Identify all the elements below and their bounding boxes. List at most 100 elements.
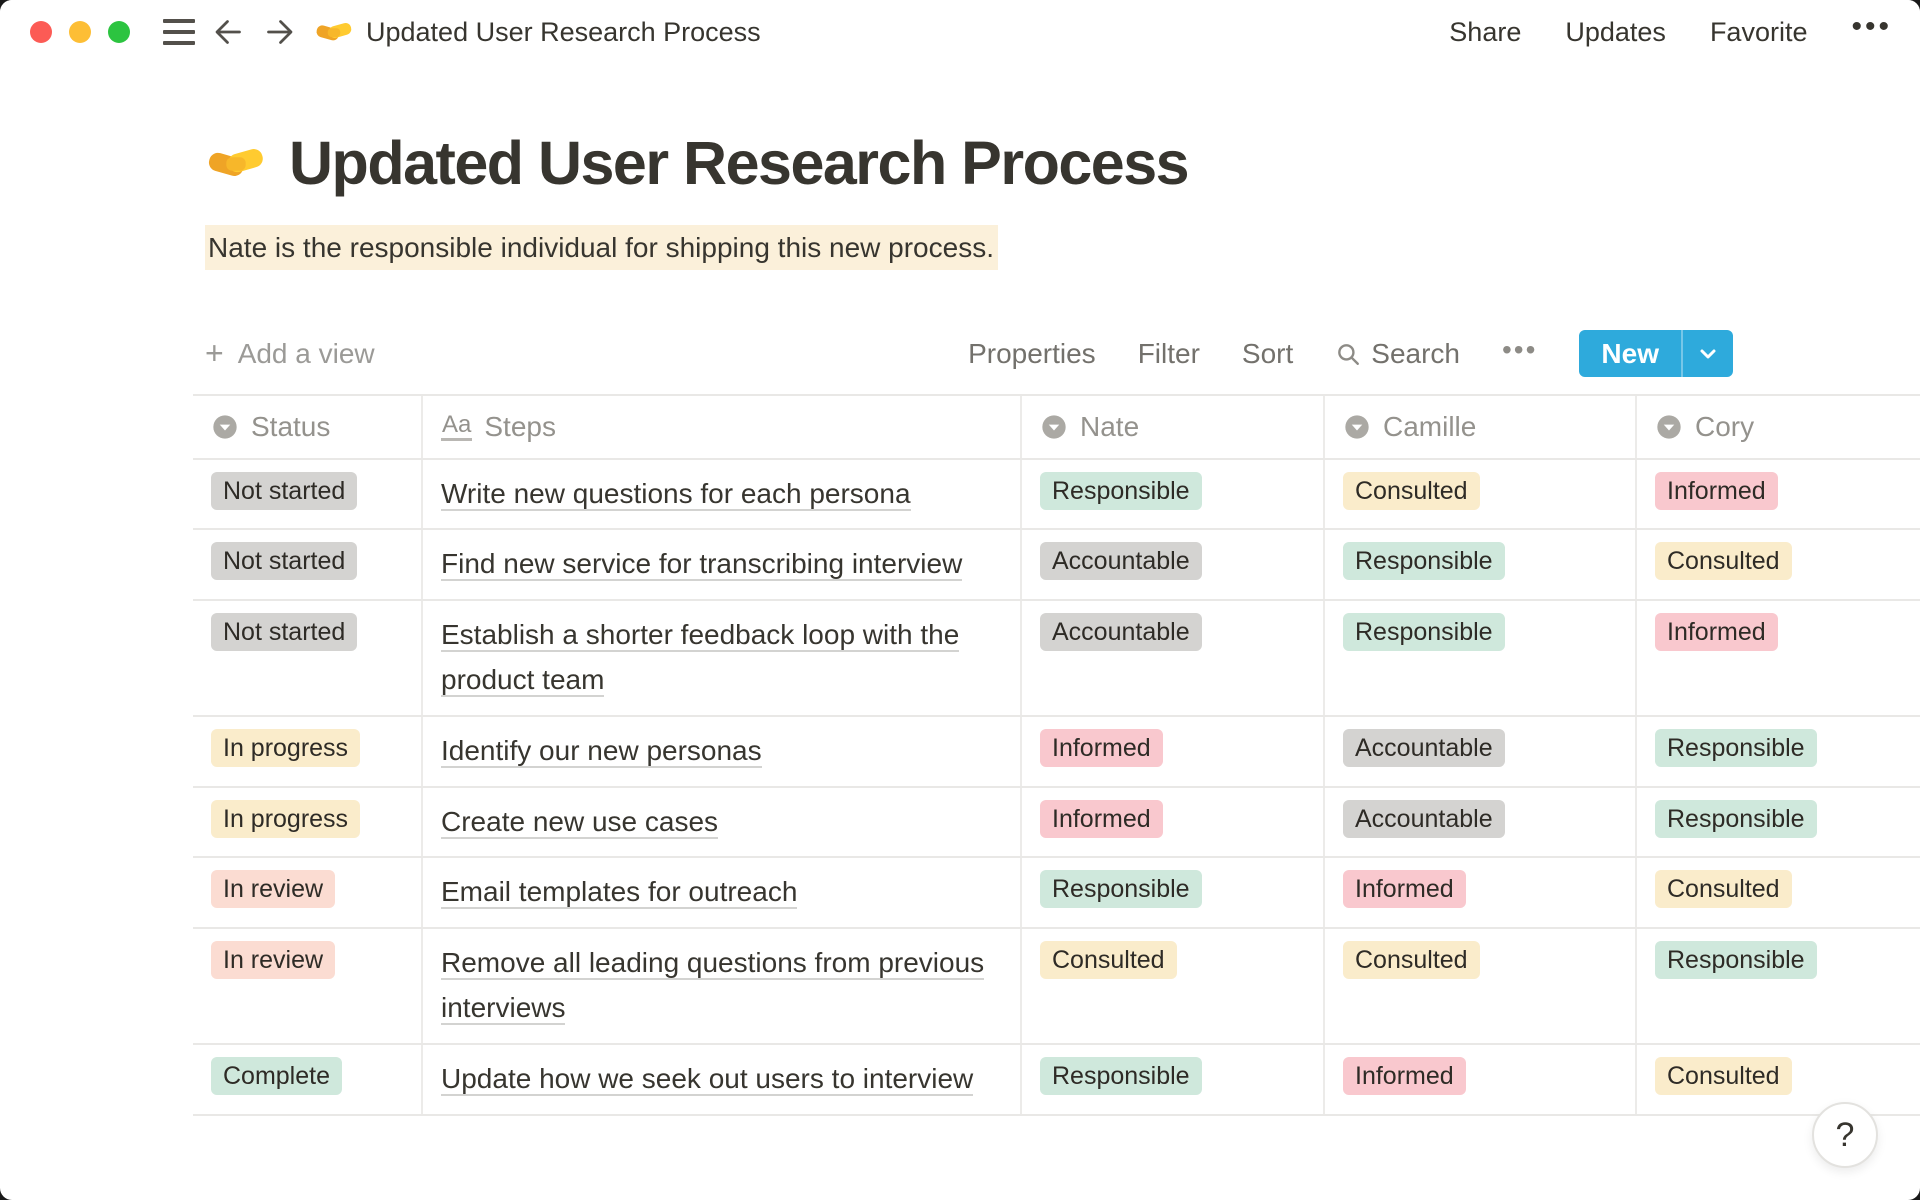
add-view-button[interactable]: + Add a view [193, 335, 375, 372]
filter-button[interactable]: Filter [1137, 337, 1200, 369]
properties-button[interactable]: Properties [968, 337, 1096, 369]
nate-cell[interactable]: Accountable [1022, 530, 1325, 600]
camille-cell[interactable]: Informed [1325, 858, 1637, 928]
step-cell[interactable]: Find new service for transcribing interv… [423, 530, 1022, 600]
select-property-icon [1042, 414, 1066, 439]
step-cell[interactable]: Remove all leading questions from previo… [423, 929, 1022, 1043]
search-button[interactable]: Search [1335, 338, 1460, 370]
raci-tag: Consulted [1655, 1056, 1792, 1095]
camille-cell[interactable]: Responsible [1325, 530, 1637, 600]
nate-cell[interactable]: Responsible [1022, 858, 1325, 928]
forward-button[interactable] [258, 11, 300, 53]
page-description[interactable]: Nate is the responsible individual for s… [205, 224, 1733, 272]
step-cell[interactable]: Write new questions for each persona [423, 459, 1022, 529]
add-view-label: Add a view [237, 337, 375, 369]
status-cell[interactable]: In review [193, 858, 423, 928]
select-property-icon [213, 414, 237, 439]
step-title-link[interactable]: Establish a shorter feedback loop with t… [441, 619, 960, 697]
status-cell[interactable]: Not started [193, 601, 423, 715]
raci-tag: Responsible [1040, 870, 1202, 909]
camille-cell[interactable]: Accountable [1325, 787, 1637, 857]
raci-tag: Responsible [1655, 728, 1817, 767]
column-header-steps[interactable]: Aa Steps [423, 395, 1022, 458]
step-cell[interactable]: Email templates for outreach [423, 858, 1022, 928]
table-row: In review Remove all leading questions fr… [193, 929, 1920, 1045]
close-window-icon[interactable] [30, 21, 52, 43]
chevron-down-icon [1700, 349, 1716, 359]
step-title-link[interactable]: Update how we seek out users to intervie… [441, 1062, 974, 1096]
raci-tag: Consulted [1343, 941, 1480, 980]
cory-cell[interactable]: Responsible [1637, 929, 1920, 1043]
camille-cell[interactable]: Consulted [1325, 929, 1637, 1043]
camille-cell[interactable]: Accountable [1325, 716, 1637, 786]
updates-button[interactable]: Updates [1565, 16, 1666, 47]
table-row: Complete Update how we seek out users to … [193, 1044, 1920, 1116]
cory-cell[interactable]: Consulted [1637, 1045, 1920, 1114]
cory-cell[interactable]: Responsible [1637, 717, 1920, 786]
step-cell[interactable]: Update how we seek out users to intervie… [423, 1044, 1022, 1114]
nate-cell[interactable]: Informed [1022, 787, 1325, 857]
back-button[interactable] [208, 11, 250, 53]
share-button[interactable]: Share [1449, 16, 1522, 47]
column-header-nate[interactable]: Nate [1022, 395, 1325, 458]
status-cell[interactable]: In review [193, 929, 423, 1043]
cory-cell[interactable]: Consulted [1637, 858, 1920, 927]
cory-cell[interactable]: Informed [1637, 460, 1920, 529]
nate-cell[interactable]: Consulted [1022, 929, 1325, 1043]
new-button-dropdown[interactable] [1683, 330, 1733, 377]
status-cell[interactable]: Not started [193, 459, 423, 529]
status-cell[interactable]: In progress [193, 787, 423, 857]
page-handshake-icon[interactable] [205, 132, 267, 194]
step-cell[interactable]: Create new use cases [423, 787, 1022, 857]
table-header-row: Status Aa Steps Nate Camille Cory [193, 393, 1920, 460]
cory-cell[interactable]: Responsible [1637, 788, 1920, 857]
step-title-link[interactable]: Remove all leading questions from previo… [441, 947, 985, 1025]
back-arrow-icon [215, 20, 241, 44]
view-more-options-icon[interactable]: ••• [1502, 333, 1538, 365]
status-cell[interactable]: Not started [193, 530, 423, 600]
favorite-button[interactable]: Favorite [1709, 16, 1808, 47]
sidebar-toggle-button[interactable] [158, 11, 200, 53]
step-title-link[interactable]: Find new service for transcribing interv… [441, 548, 963, 582]
help-label: ? [1835, 1115, 1855, 1154]
step-title-link[interactable]: Create new use cases [441, 805, 719, 839]
cory-cell[interactable]: Consulted [1637, 530, 1920, 599]
sort-button[interactable]: Sort [1241, 337, 1294, 369]
minimize-window-icon[interactable] [69, 21, 91, 43]
more-options-icon[interactable]: ••• [1851, 10, 1892, 43]
camille-cell[interactable]: Responsible [1325, 601, 1637, 715]
status-tag: In progress [211, 728, 361, 767]
raci-tag: Responsible [1040, 1056, 1202, 1095]
zoom-window-icon[interactable] [108, 21, 130, 43]
new-button[interactable]: New [1579, 330, 1733, 378]
help-button[interactable]: ? [1812, 1102, 1878, 1168]
handshake-icon [316, 22, 352, 41]
step-title-link[interactable]: Identify our new personas [441, 734, 762, 768]
nate-cell[interactable]: Accountable [1022, 601, 1325, 715]
cory-cell[interactable]: Informed [1637, 601, 1920, 715]
raci-tag: Responsible [1343, 613, 1505, 652]
nate-cell[interactable]: Informed [1022, 716, 1325, 786]
raci-tag: Informed [1343, 1056, 1466, 1095]
camille-cell[interactable]: Consulted [1325, 459, 1637, 529]
step-cell[interactable]: Identify our new personas [423, 716, 1022, 786]
nate-cell[interactable]: Responsible [1022, 459, 1325, 529]
table-row: In review Email templates for outreach Res… [193, 858, 1920, 930]
column-header-cory[interactable]: Cory [1637, 396, 1920, 458]
traffic-lights [30, 21, 130, 43]
column-header-camille[interactable]: Camille [1325, 395, 1637, 458]
table-row: Not started Establish a shorter feedback … [193, 601, 1920, 717]
nate-cell[interactable]: Responsible [1022, 1044, 1325, 1114]
step-title-link[interactable]: Write new questions for each persona [441, 477, 911, 511]
step-title-link[interactable]: Email templates for outreach [441, 876, 798, 910]
step-cell[interactable]: Establish a shorter feedback loop with t… [423, 601, 1022, 715]
new-button-label[interactable]: New [1601, 337, 1659, 369]
forward-arrow-icon [267, 20, 293, 44]
camille-cell[interactable]: Informed [1325, 1044, 1637, 1114]
column-header-status[interactable]: Status [193, 395, 423, 458]
status-cell[interactable]: In progress [193, 716, 423, 786]
page-title[interactable]: Updated User Research Process [289, 129, 1190, 197]
status-tag: In progress [211, 799, 361, 838]
status-cell[interactable]: Complete [193, 1044, 423, 1114]
